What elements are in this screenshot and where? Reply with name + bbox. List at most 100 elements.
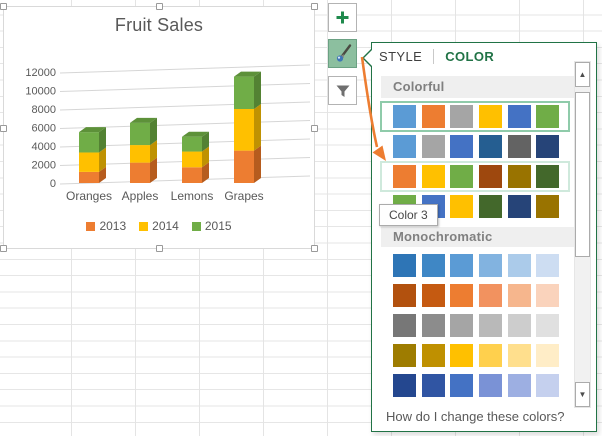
bar-segment-top <box>234 71 261 77</box>
help-link[interactable]: How do I change these colors? <box>386 409 565 424</box>
paintbrush-icon <box>336 44 352 62</box>
color-swatch <box>507 374 531 397</box>
color-swatch <box>479 314 503 337</box>
palette-row[interactable] <box>384 254 566 277</box>
bar-segment-side <box>150 117 157 146</box>
palette-section-header: Monochromatic <box>381 227 574 247</box>
flyout-callout-notch-fill <box>364 50 372 66</box>
palette-row[interactable] <box>384 374 566 397</box>
palette-row[interactable] <box>384 135 566 158</box>
color-swatch <box>421 374 445 397</box>
funnel-icon <box>336 85 349 97</box>
color-swatch <box>507 195 531 218</box>
palette-row[interactable] <box>384 284 566 307</box>
y-axis-tick-label: 2000 <box>32 160 56 172</box>
tab-color[interactable]: COLOR <box>445 49 495 64</box>
color-swatch <box>536 254 560 277</box>
legend-swatch <box>86 221 96 231</box>
bar-segment-front <box>79 171 99 183</box>
color-swatch <box>536 314 560 337</box>
bar-segment-top <box>130 117 157 123</box>
y-axis-tick-label: 6000 <box>32 123 56 135</box>
chart-object[interactable]: Fruit Sales 0 2000 4000 6000 8000 10000 12000 O… <box>0 3 318 252</box>
color-swatch <box>393 254 416 277</box>
bar-segment-front <box>234 109 254 151</box>
color-swatch <box>507 344 531 367</box>
bar-segment-front <box>234 76 254 109</box>
selection-handle[interactable] <box>311 125 318 132</box>
color-palette-list: Colorful Monochromatic <box>380 76 574 397</box>
color-swatch <box>421 284 445 307</box>
color-swatch <box>393 135 416 158</box>
palette-row[interactable] <box>384 195 566 218</box>
y-axis-tick-label: 10000 <box>25 86 56 98</box>
bar-segment-side <box>202 146 209 168</box>
color-swatch <box>421 254 445 277</box>
scrollbar[interactable]: ▲ ▼ <box>574 61 591 408</box>
bar-segment-side <box>254 145 261 183</box>
gridline <box>59 64 311 74</box>
bar-segment-side <box>202 162 209 183</box>
color-swatch <box>450 135 474 158</box>
color-swatch <box>393 165 416 188</box>
bar-segment-top <box>182 131 209 137</box>
palette-section-header: Colorful <box>381 76 574 98</box>
color-swatch <box>393 105 416 128</box>
chart-styles-button[interactable] <box>328 39 357 68</box>
bar-segment-top <box>79 127 106 133</box>
color-swatch <box>450 344 474 367</box>
color-swatch <box>450 284 474 307</box>
scrollbar-thumb[interactable] <box>575 92 590 257</box>
color-swatch <box>393 344 416 367</box>
chart-styles-flyout: STYLE COLOR Colorful Monochromatic Color … <box>371 42 597 432</box>
selection-handle[interactable] <box>156 3 163 10</box>
palette-row[interactable] <box>384 314 566 337</box>
color-tooltip: Color 3 <box>379 204 438 226</box>
scroll-up-button[interactable]: ▲ <box>575 62 590 87</box>
chart-elements-button[interactable] <box>328 3 357 32</box>
color-swatch <box>479 254 503 277</box>
selection-handle[interactable] <box>156 245 163 252</box>
color-swatch <box>479 135 503 158</box>
tab-style[interactable]: STYLE <box>379 49 423 64</box>
color-swatch <box>536 344 560 367</box>
palette-row[interactable] <box>384 344 566 367</box>
bar-segment-side <box>254 104 261 151</box>
y-axis-tick-label: 4000 <box>32 141 56 153</box>
color-swatch <box>421 344 445 367</box>
selection-handle[interactable] <box>311 3 318 10</box>
color-swatch <box>421 165 445 188</box>
color-swatch <box>479 165 503 188</box>
legend-item: 2015 <box>191 219 232 233</box>
chart-filters-button[interactable] <box>328 76 357 105</box>
bar-segment-side <box>150 157 157 183</box>
palette-row[interactable] <box>380 161 570 192</box>
color-swatch <box>450 374 474 397</box>
legend-label: 2013 <box>99 219 127 233</box>
color-swatch <box>393 284 416 307</box>
color-swatch <box>507 165 531 188</box>
bar-segment-side <box>99 166 106 183</box>
color-swatch <box>421 314 445 337</box>
legend-label: 2014 <box>152 219 179 233</box>
legend-swatch <box>191 221 201 231</box>
selection-handle[interactable] <box>0 3 7 10</box>
bar-segment-side <box>99 147 106 172</box>
color-swatch <box>479 284 503 307</box>
color-swatch <box>479 344 503 367</box>
color-swatch <box>507 105 531 128</box>
tab-divider <box>433 49 435 64</box>
bar-segment-front <box>130 122 150 146</box>
color-swatch <box>536 135 560 158</box>
selection-handle[interactable] <box>0 125 7 132</box>
palette-row[interactable] <box>380 101 570 132</box>
selection-handle[interactable] <box>311 245 318 252</box>
color-swatch <box>450 254 474 277</box>
color-swatch <box>421 135 445 158</box>
color-swatch <box>536 284 560 307</box>
scroll-down-button[interactable]: ▼ <box>575 382 590 407</box>
selection-handle[interactable] <box>0 245 7 252</box>
color-swatch <box>536 195 560 218</box>
bar-segment-front <box>79 152 99 172</box>
